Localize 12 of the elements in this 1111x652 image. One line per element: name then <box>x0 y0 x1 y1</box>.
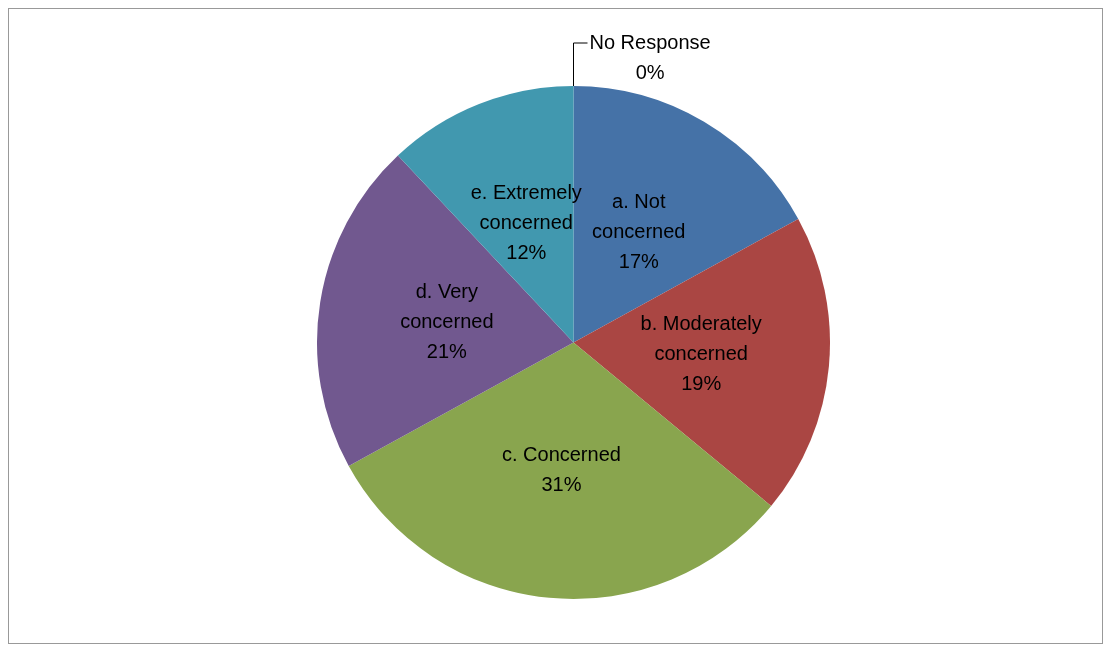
data-label: 31% <box>541 472 582 495</box>
slice-label: a. Not concerned <box>592 189 686 242</box>
data-label: 17% <box>618 249 660 272</box>
slice-label: d. Very concerned <box>400 279 494 332</box>
category-label: No Response <box>589 30 711 53</box>
text: 0% <box>635 60 665 83</box>
slice-label: c. Concerned <box>501 442 621 465</box>
slice-label: b. Moderately concerned <box>640 312 762 365</box>
data-label: 21% <box>426 339 468 362</box>
data-label: 12% <box>506 240 547 263</box>
data-label: 19% <box>681 372 722 395</box>
slice-label: e. Extremely concerned <box>470 180 582 233</box>
